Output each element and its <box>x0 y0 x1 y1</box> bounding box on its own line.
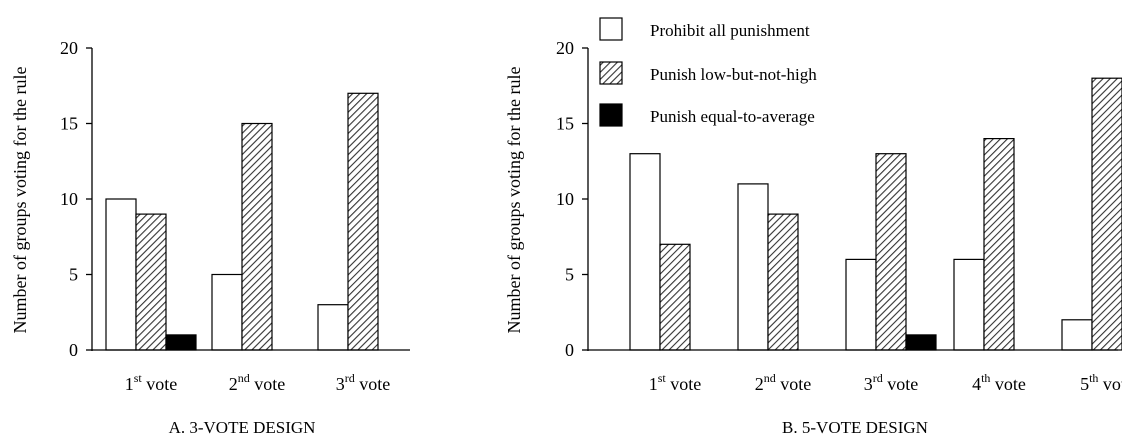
y-tick-label: 15 <box>556 114 574 134</box>
panel-a-bars <box>105 92 379 351</box>
bar-prohibit-3 <box>317 304 349 351</box>
panel-b-categories: 1st vote 2nd vote 3rd vote 4th vote 5th vote <box>649 371 1122 394</box>
legend-label-prohibit: Prohibit all punishment <box>650 21 810 40</box>
y-tick-label: 10 <box>556 189 574 209</box>
x-category-label: 3rd vote <box>864 371 919 394</box>
bar-prohibit-2 <box>211 273 243 351</box>
bar-low-not-high-3 <box>347 92 379 351</box>
bar-equal-average-3 <box>905 334 937 351</box>
x-category-label: 5th vote <box>1080 371 1122 394</box>
bar-low-not-high-2 <box>241 122 273 351</box>
panel-a-chart: Number of groups voting for the rule 0 5 1… <box>10 38 410 437</box>
bar-prohibit-5 <box>1061 319 1093 351</box>
bar-low-not-high-1 <box>659 243 691 351</box>
legend-label-equal-average: Punish equal-to-average <box>650 107 815 126</box>
bar-low-not-high-4 <box>983 138 1015 351</box>
legend-label-low-not-high: Punish low-but-not-high <box>650 65 817 84</box>
bar-prohibit-2 <box>737 183 769 351</box>
x-category-label: 3rd vote <box>336 371 391 394</box>
bar-equal-average-1 <box>165 334 197 351</box>
y-tick-label: 10 <box>60 189 78 209</box>
bar-low-not-high-3 <box>875 153 907 351</box>
panel-a-categories: 1st vote 2nd vote 3rd vote <box>125 371 391 394</box>
bar-low-not-high-5 <box>1091 77 1122 351</box>
y-tick-label: 20 <box>556 38 574 58</box>
y-tick-label: 20 <box>60 38 78 58</box>
panel-b-ylabel: Number of groups voting for the rule <box>504 67 524 334</box>
bar-low-not-high-2 <box>767 213 799 351</box>
bar-prohibit-3 <box>845 258 877 351</box>
y-tick-label: 5 <box>565 265 574 285</box>
bar-prohibit-1 <box>105 198 137 351</box>
y-tick-label: 15 <box>60 114 78 134</box>
panel-b-bars <box>629 77 1122 351</box>
bar-prohibit-1 <box>629 153 661 351</box>
y-tick-label: 0 <box>69 340 78 360</box>
legend-swatch-prohibit <box>599 17 623 41</box>
legend: Prohibit all punishment Punish low-but-n… <box>599 17 817 127</box>
panel-a-title: A. 3-VOTE DESIGN <box>169 418 316 437</box>
x-category-label: 2nd vote <box>755 371 812 394</box>
x-category-label: 4th vote <box>972 371 1026 394</box>
x-category-label: 2nd vote <box>229 371 286 394</box>
y-tick-label: 5 <box>69 265 78 285</box>
x-category-label: 1st vote <box>649 371 702 394</box>
panel-b-chart: Number of groups voting for the rule 0 5 1… <box>504 17 1122 437</box>
panel-b-title: B. 5-VOTE DESIGN <box>782 418 928 437</box>
bar-low-not-high-1 <box>135 213 167 351</box>
legend-swatch-equal-average <box>599 103 623 127</box>
x-category-label: 1st vote <box>125 371 178 394</box>
legend-swatch-low-not-high <box>599 61 623 85</box>
panel-b-y-ticks: 0 5 10 15 20 <box>556 38 588 360</box>
panel-a-ylabel: Number of groups voting for the rule <box>10 67 30 334</box>
bar-prohibit-4 <box>953 258 985 351</box>
y-tick-label: 0 <box>565 340 574 360</box>
panel-a-y-ticks: 0 5 10 15 20 <box>60 38 92 360</box>
